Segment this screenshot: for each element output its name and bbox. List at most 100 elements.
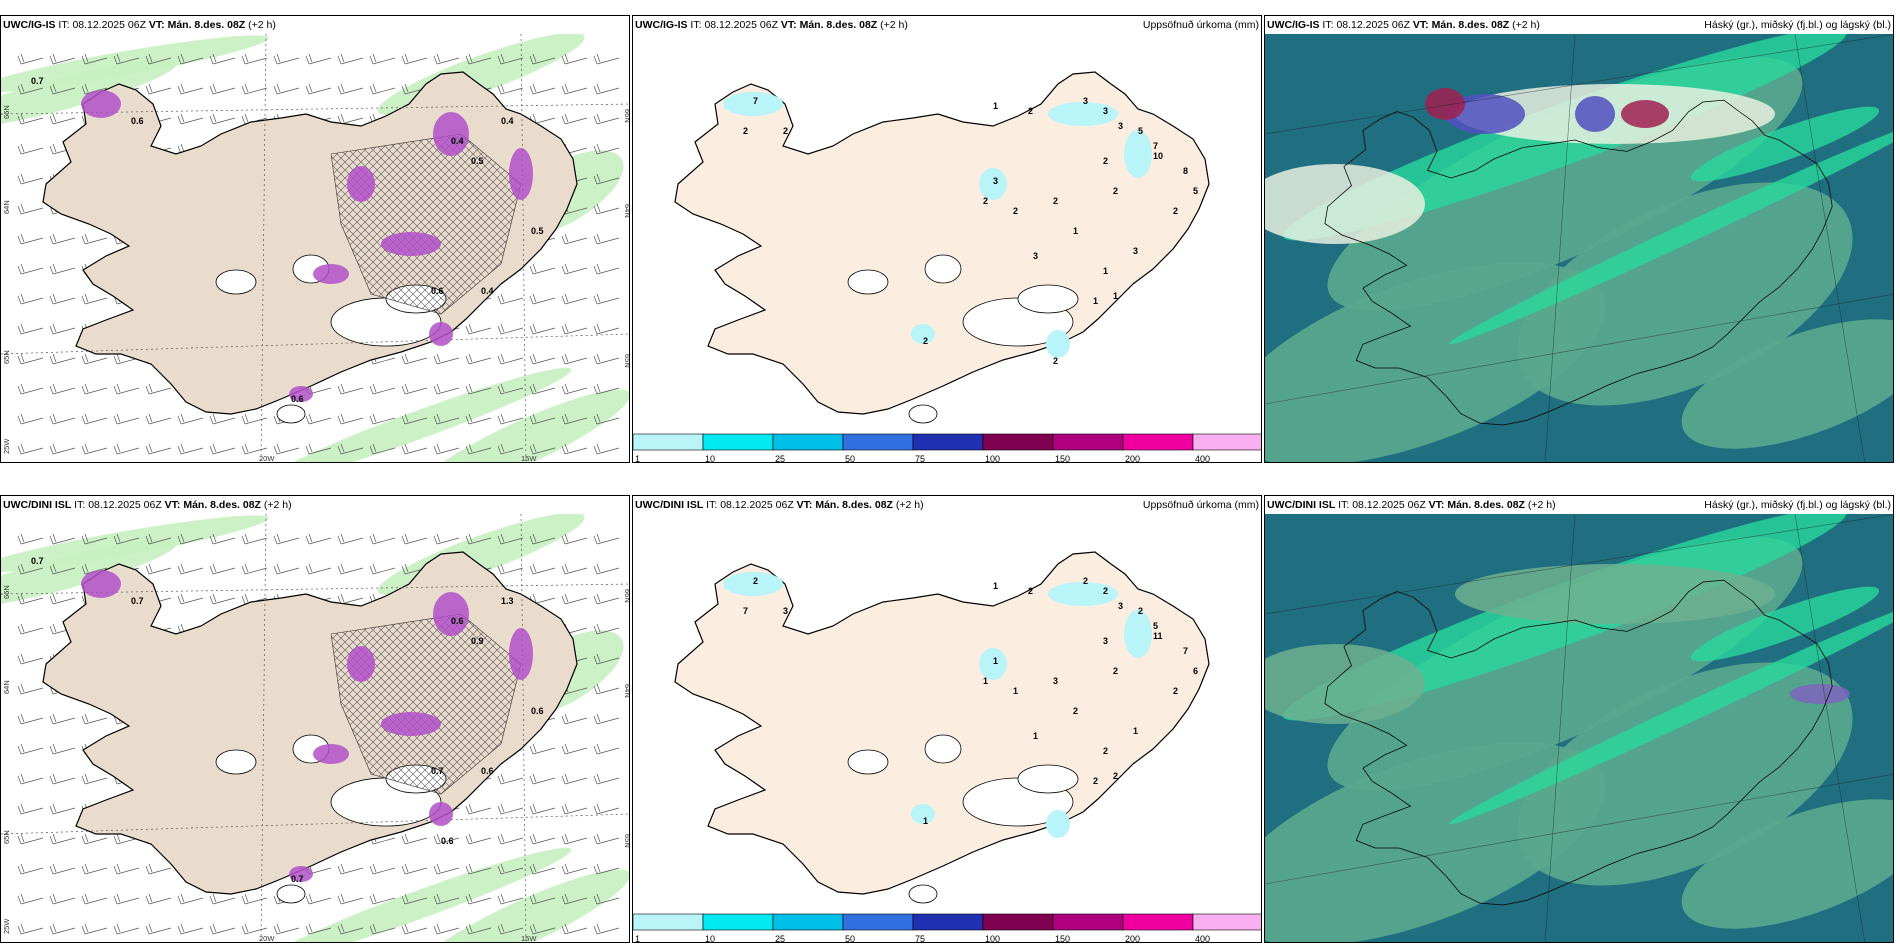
convective-cloud: [1621, 100, 1669, 128]
cloud-value-label: 0.6: [531, 706, 544, 716]
precip-area: [1048, 582, 1118, 606]
wind-barb: [81, 533, 108, 545]
colorbar-tick: 400: [1195, 934, 1210, 943]
wind-barb: [81, 383, 108, 395]
precip-value-label: 1: [1113, 291, 1118, 301]
wind-barb: [17, 443, 44, 455]
precip-value-label: 1: [993, 101, 998, 111]
it-label: IT:: [1322, 19, 1337, 31]
wind-barb: [529, 413, 556, 425]
wind-barb: [593, 923, 620, 935]
convective-cloud: [433, 112, 469, 156]
high-cloud-area: [1265, 644, 1425, 724]
wind-barb: [145, 893, 172, 905]
wind-barb: [497, 443, 524, 455]
panel-dini-precipitation: UWC/DINI ISL IT: 08.12.2025 06Z VT: Mán.…: [632, 495, 1262, 943]
wind-barb: [49, 743, 76, 755]
wind-barb: [593, 233, 620, 245]
wind-barb: [17, 113, 44, 125]
wind-barb: [305, 923, 332, 935]
wind-barb: [593, 833, 620, 845]
wind-barb: [17, 203, 44, 215]
wind-barb: [17, 803, 44, 815]
wind-barb: [529, 833, 556, 845]
wind-barb: [561, 533, 588, 545]
precip-value-label: 5: [1138, 126, 1143, 136]
wind-barb: [401, 353, 428, 365]
colorbar-tick: 75: [915, 934, 925, 943]
map-canvas: 0.7 0.6 0.4 0.5 0.4 0.6 0.4 0.6 0.5 66N 66N 65N 65N 6…: [1, 34, 629, 462]
cloud-value-label: 0.5: [531, 226, 544, 236]
colorbar-tick: 75: [915, 454, 925, 463]
precip-value-label: 3: [1133, 246, 1138, 256]
wind-barb: [529, 803, 556, 815]
colorbar-tick: 10: [705, 934, 715, 943]
latitude-label: 66N: [2, 105, 11, 119]
precip-area: [1046, 810, 1070, 838]
wind-barb: [113, 53, 140, 65]
cloud-value-label: 0.6: [451, 616, 464, 626]
wind-barb: [337, 923, 364, 935]
wind-barb: [529, 443, 556, 455]
wind-barb: [593, 713, 620, 725]
wind-barb: [17, 413, 44, 425]
wind-barb: [17, 743, 44, 755]
wind-barb: [497, 893, 524, 905]
wind-barb: [49, 713, 76, 725]
wind-barb: [497, 353, 524, 365]
wind-barb: [273, 443, 300, 455]
wind-barb: [465, 533, 492, 545]
glacier-outline: [847, 749, 889, 775]
precip-value-label: 2: [1173, 206, 1178, 216]
wind-barb: [337, 533, 364, 545]
cloud-value-label: 0.7: [31, 76, 44, 86]
panel-header: UWC/IG-IS IT: 08.12.2025 06Z VT: Mán. 8.…: [1265, 16, 1893, 34]
wind-barb: [369, 413, 396, 425]
colorbar-tick: 1: [635, 934, 640, 943]
model-name: UWC/IG-IS: [1267, 19, 1320, 31]
wind-barb: [497, 293, 524, 305]
wind-barb: [145, 383, 172, 395]
colorbar-tick: 25: [775, 454, 785, 463]
init-time: 08.12.2025 06Z: [720, 499, 794, 511]
wind-barb: [17, 233, 44, 245]
convective-cloud: [347, 166, 375, 202]
wind-barb: [369, 53, 396, 65]
it-label: IT:: [706, 499, 721, 511]
wind-barb: [561, 443, 588, 455]
wind-barb: [497, 413, 524, 425]
wind-barb: [49, 563, 76, 575]
wind-barb: [209, 593, 236, 605]
cloud-value-label: 0.4: [451, 136, 464, 146]
precip-value-label: 6: [1193, 666, 1198, 676]
colorbar-tick: 25: [775, 934, 785, 943]
wind-barb: [465, 443, 492, 455]
colorbar-swatch: [633, 433, 704, 451]
precip-value-label: 1: [1093, 296, 1098, 306]
wind-barb: [241, 533, 268, 545]
low-cloud-area: [270, 847, 572, 942]
wind-barb: [49, 53, 76, 65]
cloud-value-label: 0.5: [471, 156, 484, 166]
colorbar-swatch: [982, 913, 1054, 931]
precip-value-label: 1: [1033, 731, 1038, 741]
wind-barb: [81, 293, 108, 305]
precip-value-label: 2: [1138, 606, 1143, 616]
wind-barb: [17, 533, 44, 545]
precip-value-label: 10: [1153, 151, 1163, 161]
wind-barb: [113, 893, 140, 905]
wind-barb: [465, 923, 492, 935]
wind-barb: [561, 233, 588, 245]
colorbar-tick: 10: [705, 454, 715, 463]
precip-value-label: 5: [1153, 621, 1158, 631]
wind-barb: [561, 83, 588, 95]
wind-barb: [369, 383, 396, 395]
lead-time: (+2 h): [248, 19, 276, 31]
it-label: IT:: [74, 499, 89, 511]
wind-barb: [561, 353, 588, 365]
wind-barb: [401, 443, 428, 455]
wind-barb: [369, 863, 396, 875]
wind-barb: [593, 653, 620, 665]
precip-value-label: 1: [1013, 686, 1018, 696]
convective-cloud: [1790, 684, 1850, 704]
